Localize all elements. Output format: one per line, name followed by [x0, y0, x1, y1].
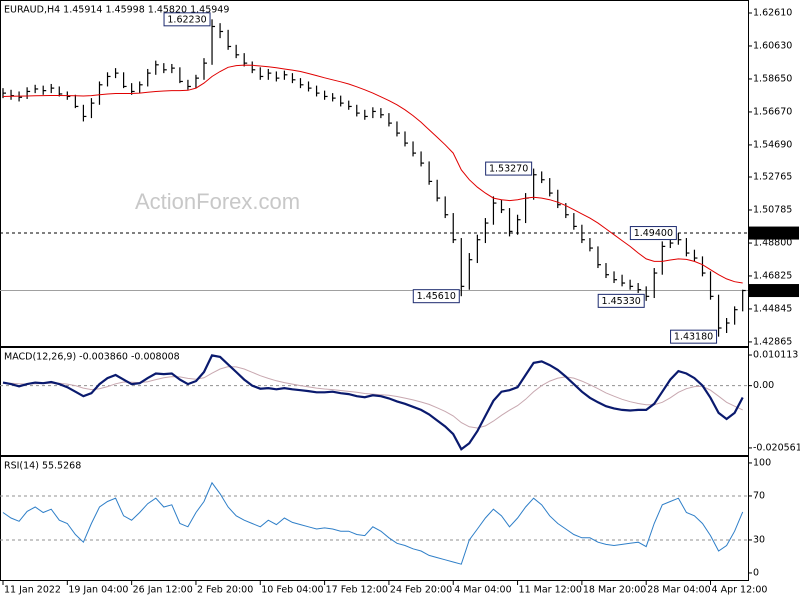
annotation-label: 1.45330 [602, 296, 641, 307]
annotation-label: 1.43180 [674, 332, 713, 343]
annotation-box [485, 161, 533, 176]
price-tag [749, 284, 799, 298]
annotation-label: 1.45610 [417, 291, 456, 302]
panel-title: MACD(12,26,9) -0.003860 -0.008008 [4, 352, 180, 363]
y-tick-label: 1.50785 [753, 204, 792, 215]
price-tag [749, 226, 799, 240]
x-tick-label: 19 Jan 04:00 [68, 585, 128, 596]
rsi-line [2, 481, 744, 565]
y-tick-label: 1.60630 [753, 40, 792, 51]
x-tick-label: 11 Mar 12:00 [519, 585, 582, 596]
x-tick-label: 4 Apr 12:00 [712, 585, 768, 596]
annotation-box [597, 293, 645, 308]
y-tick-label: 1.62610 [753, 7, 792, 18]
y-tick-label: 0.00 [753, 380, 774, 391]
macd-line [2, 354, 744, 451]
panel-title: EURAUD,H4 1.45914 1.45998 1.45820 1.4594… [4, 5, 229, 16]
annotation-box [670, 329, 718, 344]
x-tick-label: 10 Feb 04:00 [261, 585, 323, 596]
x-tick-label: 24 Feb 20:00 [390, 585, 452, 596]
annotation-box [412, 289, 460, 304]
y-tick-label: 1.58650 [753, 73, 792, 84]
annotation-label: 1.62230 [167, 14, 206, 25]
x-tick-label: 18 Mar 20:00 [583, 585, 646, 596]
annotation-box [629, 226, 677, 241]
annotation-box [163, 12, 211, 27]
y-tick-label: 1.44845 [753, 303, 792, 314]
y-tick-label: 100 [753, 457, 771, 468]
annotation-label: 1.49400 [634, 228, 673, 239]
x-tick-label: 17 Feb 12:00 [326, 585, 388, 596]
annotation-label: 1.53270 [489, 164, 528, 175]
y-tick-label: 1.48800 [753, 238, 792, 249]
y-tick-label: 1.42865 [753, 336, 792, 347]
y-tick-label: 70 [753, 490, 765, 501]
price-tag-label: 1.49400 [753, 228, 792, 239]
panel-frame [0, 0, 749, 347]
y-tick-label: 1.46825 [753, 270, 792, 281]
y-tick-label: 1.52765 [753, 171, 792, 182]
y-tick-label: 0.010113 [753, 350, 798, 361]
y-tick-label: 1.56670 [753, 106, 792, 117]
x-tick-label: 28 Mar 04:00 [647, 585, 710, 596]
x-tick-label: 26 Jan 12:00 [133, 585, 193, 596]
panel-title: RSI(14) 55.5268 [4, 461, 81, 472]
price-tag-label: 1.45949 [753, 286, 792, 297]
moving-average [2, 64, 743, 284]
y-tick-label: 1.54690 [753, 139, 792, 150]
y-tick-label: -0.020561 [753, 442, 800, 453]
watermark: ActionForex.com [135, 189, 300, 214]
x-tick-label: 4 Mar 04:00 [454, 585, 511, 596]
panel-frame [0, 347, 749, 456]
x-tick-label: 11 Jan 2022 [4, 585, 61, 596]
y-tick-label: 0 [753, 567, 759, 578]
y-tick-label: 30 [753, 534, 765, 545]
panel-frame [0, 456, 749, 581]
x-tick-label: 2 Feb 20:00 [197, 585, 253, 596]
